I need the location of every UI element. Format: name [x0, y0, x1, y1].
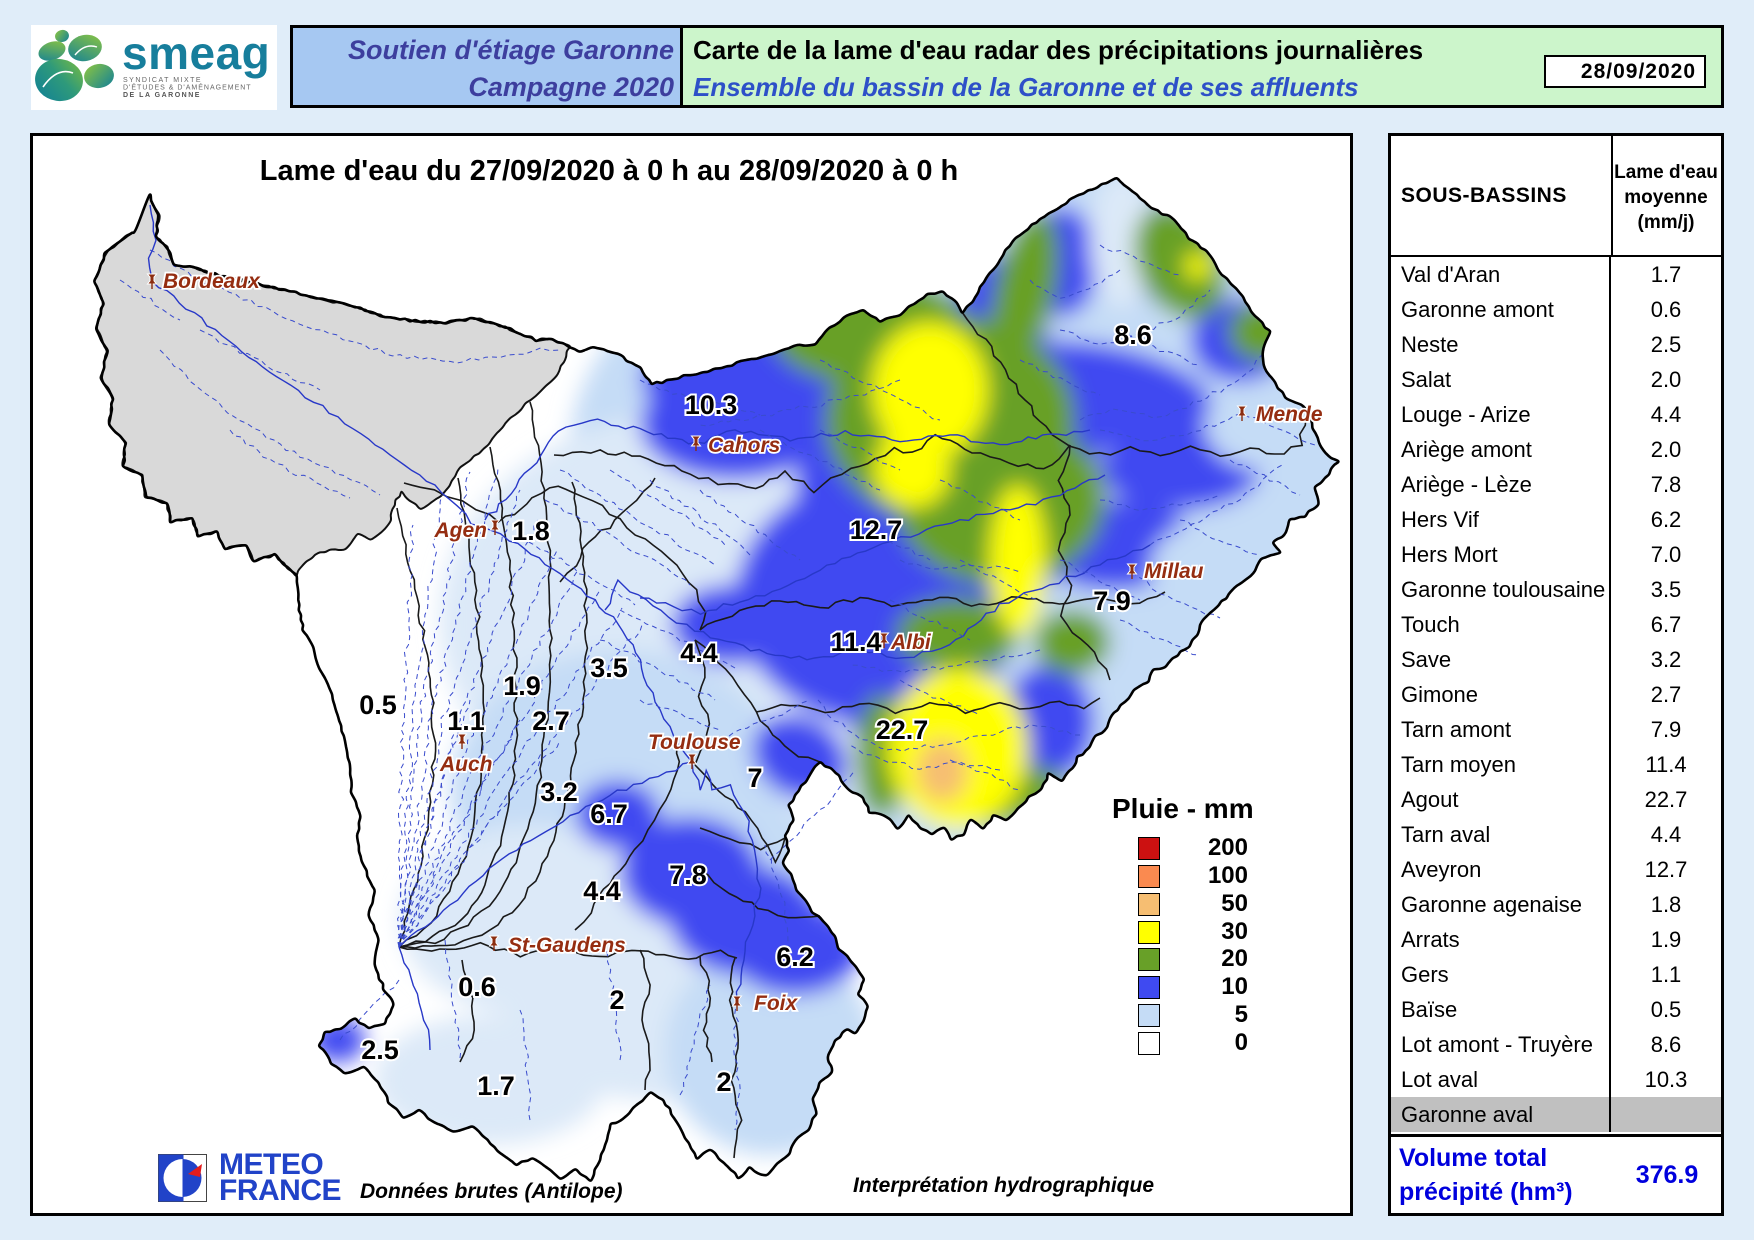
svg-text:1.7: 1.7: [477, 1071, 515, 1101]
svg-text:Bordeaux: Bordeaux: [163, 270, 261, 293]
svg-text:6.2: 6.2: [776, 942, 814, 972]
svg-text:12.7: 12.7: [850, 515, 903, 545]
svg-text:1.8: 1.8: [512, 516, 550, 546]
svg-text:2: 2: [716, 1067, 731, 1097]
svg-text:1.1: 1.1: [447, 706, 485, 736]
svg-text:0.5: 0.5: [359, 690, 397, 720]
svg-text:3.2: 3.2: [540, 777, 578, 807]
svg-text:Albi: Albi: [890, 631, 932, 654]
svg-text:7.8: 7.8: [669, 860, 707, 890]
svg-text:D'ÉTUDES & D'AMÉNAGEMENT: D'ÉTUDES & D'AMÉNAGEMENT: [123, 83, 252, 92]
svg-text:10.3: 10.3: [685, 390, 738, 420]
svg-text:2: 2: [609, 985, 624, 1015]
svg-text:3.5: 3.5: [590, 653, 628, 683]
svg-text:SYNDICAT MIXTE: SYNDICAT MIXTE: [123, 77, 202, 84]
svg-text:2.7: 2.7: [532, 706, 570, 736]
svg-text:7.9: 7.9: [1093, 586, 1131, 616]
svg-text:Millau: Millau: [1144, 560, 1204, 583]
svg-text:smeag: smeag: [122, 27, 270, 79]
svg-text:4.4: 4.4: [680, 638, 718, 668]
svg-text:7: 7: [747, 763, 762, 793]
svg-text:1.9: 1.9: [503, 671, 541, 701]
svg-text:Agen: Agen: [434, 519, 488, 542]
svg-text:22.7: 22.7: [876, 715, 929, 745]
svg-text:Cahors: Cahors: [708, 434, 780, 457]
svg-text:4.4: 4.4: [583, 876, 621, 906]
svg-text:8.6: 8.6: [1114, 320, 1152, 350]
svg-text:2.5: 2.5: [361, 1035, 399, 1065]
svg-text:0.6: 0.6: [458, 972, 496, 1002]
svg-text:11.4: 11.4: [830, 627, 881, 657]
svg-text:Auch: Auch: [439, 753, 493, 776]
svg-text:6.7: 6.7: [590, 799, 628, 829]
svg-text:DE LA GARONNE: DE LA GARONNE: [123, 92, 201, 99]
svg-text:Mende: Mende: [1256, 403, 1323, 426]
svg-text:Toulouse: Toulouse: [648, 731, 741, 754]
svg-text:Foix: Foix: [754, 992, 798, 1015]
svg-text:St-Gaudens: St-Gaudens: [508, 934, 626, 957]
